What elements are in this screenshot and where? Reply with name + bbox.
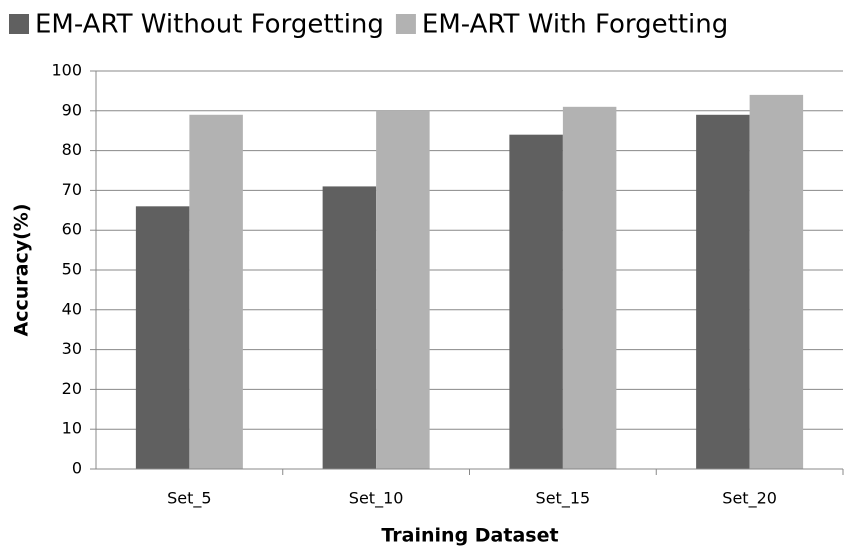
legend-label: EM-ART With Forgetting: [422, 10, 728, 40]
bar: [322, 186, 377, 470]
y-tick-label: 0: [72, 459, 82, 478]
y-axis-title: Accuracy(%): [11, 204, 33, 337]
legend-label: EM-ART Without Forgetting: [35, 10, 384, 40]
y-tick-label: 100: [51, 61, 82, 80]
x-tick-label: Set_5: [167, 489, 211, 509]
legend-swatch: [395, 14, 416, 34]
bar: [696, 114, 750, 469]
y-tick-label: 80: [62, 140, 82, 159]
x-tick-label: Set_20: [722, 489, 777, 509]
x-tick-label: Set_10: [349, 489, 404, 509]
bar: [189, 114, 243, 469]
bar: [562, 106, 617, 469]
x-axis-title: Training Dataset: [381, 525, 558, 547]
bar: [749, 94, 804, 469]
y-tick-label: 40: [62, 299, 82, 318]
bar: [509, 134, 563, 469]
bar: [135, 206, 190, 469]
y-tick-label: 10: [62, 419, 82, 438]
y-tick-label: 50: [62, 260, 82, 279]
x-tick-label: Set_15: [536, 489, 591, 509]
bar: [376, 110, 430, 470]
legend-swatch: [9, 14, 29, 34]
y-tick-label: 20: [62, 379, 82, 398]
y-tick-label: 60: [62, 220, 82, 239]
y-tick-label: 30: [62, 339, 82, 358]
y-tick-label: 70: [62, 180, 82, 199]
y-tick-label: 90: [62, 100, 82, 119]
